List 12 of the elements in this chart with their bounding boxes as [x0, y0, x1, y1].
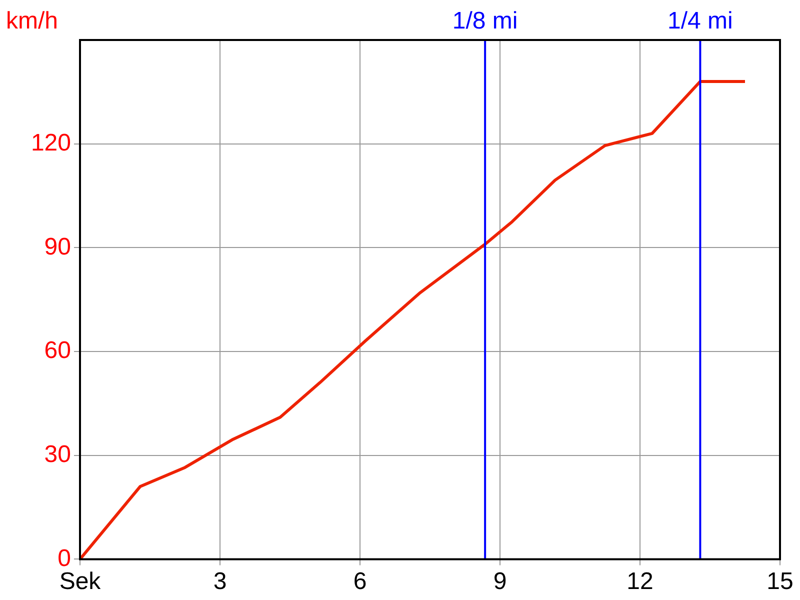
y-axis-title: km/h	[6, 8, 58, 35]
y-tick-label: 120	[30, 129, 71, 156]
y-tick-label: 90	[44, 233, 71, 260]
x-tick-label: 9	[493, 568, 507, 596]
x-tick-label: 15	[766, 568, 794, 596]
x-tick-label: 3	[213, 568, 227, 596]
x-tick-label: 12	[626, 568, 654, 596]
y-tick-label: 30	[44, 440, 71, 468]
x-tick-label: 6	[353, 568, 367, 596]
y-tick-label: 60	[44, 337, 71, 364]
ref-line-label: 1/4 mi	[668, 8, 733, 35]
ref-line-label: 1/8 mi	[452, 8, 518, 35]
